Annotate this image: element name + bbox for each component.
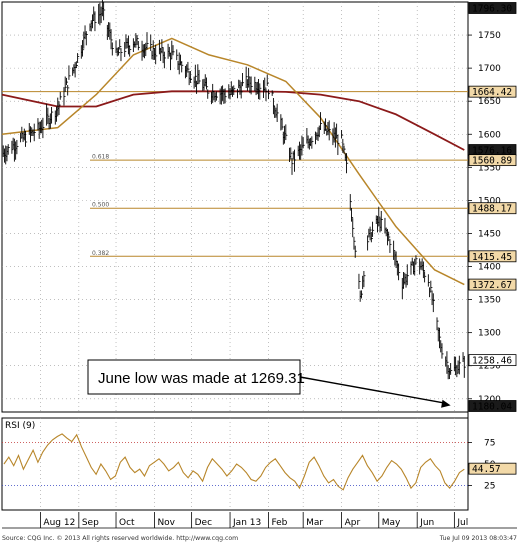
price-tag: 1415.45 [472, 252, 512, 263]
x-tick-label: Oct [119, 518, 135, 528]
rsi-panel-frame [1, 417, 469, 511]
annotation-arrow-line [299, 376, 447, 405]
y-tick-label: 1400 [478, 263, 501, 273]
x-tick-label: May [382, 518, 401, 528]
y-tick-label: 1300 [478, 329, 501, 339]
x-tick-label: Dec [195, 518, 212, 528]
x-tick-label: Aug 12 [43, 518, 75, 528]
price-bars [2, 0, 466, 380]
annotation-box [87, 359, 301, 395]
y-tick-label: 1200 [478, 395, 501, 405]
level-label: 0.500 [92, 202, 109, 209]
rsi-tick-label: 25 [484, 482, 495, 492]
y-tick-label: 1500 [478, 196, 501, 206]
price-tag: 1180.04 [472, 402, 512, 413]
x-tick-label: Feb [271, 518, 287, 528]
x-tick-label: Sep [82, 518, 99, 528]
price-tag-box [468, 85, 517, 98]
x-tick-label: Apr [345, 518, 361, 528]
rsi-label: RSI (9) [5, 421, 35, 431]
level-label: 0.618 [92, 154, 109, 161]
price-tag: 1560.89 [472, 156, 512, 167]
x-tick-label: Mar [306, 518, 323, 528]
long-moving-average-line [1, 90, 465, 151]
level-label: 0.382 [92, 250, 109, 257]
x-tick-label: Jan 13 [232, 518, 261, 528]
y-tick-label: 1600 [478, 130, 501, 140]
price-tag-box [468, 278, 517, 291]
price-tag: 1576.16 [472, 146, 512, 157]
y-tick-label: 1250 [478, 362, 501, 372]
annotation-arrow-head [441, 399, 451, 408]
price-tag: 1664.42 [472, 87, 512, 98]
annotation-text: June low was made at 1269.31 [98, 370, 305, 387]
price-tag-box [468, 354, 517, 367]
rsi-label-bg [3, 419, 37, 430]
rsi-value-tag-box [468, 462, 517, 475]
price-tag-box [468, 400, 517, 412]
y-tick-label: 1650 [478, 97, 501, 107]
price-tag: 1488.17 [472, 204, 512, 215]
rsi-line [3, 433, 465, 491]
price-tag: 1372.67 [472, 280, 512, 291]
price-tag-box [468, 154, 517, 167]
footer-timestamp: Tue Jul 09 2013 08:03:47 [439, 535, 517, 542]
main-panel-frame [1, 1, 469, 413]
price-tag: 1796.30 [472, 4, 512, 15]
price-tag-box [468, 2, 517, 14]
short-moving-average-line [1, 37, 465, 286]
price-tag: 1258.46 [472, 356, 512, 367]
y-tick-label: 1750 [478, 31, 501, 41]
y-tick-label: 1550 [478, 163, 501, 173]
footer-source: Source: CQG Inc. © 2013 All rights reser… [2, 534, 238, 542]
rsi-value-tag: 44.57 [472, 464, 501, 475]
y-tick-label: 1350 [478, 296, 501, 306]
x-tick-label: Jul [456, 518, 468, 528]
rsi-tick-label: 75 [484, 439, 495, 449]
price-tag-box [468, 250, 517, 263]
y-tick-label: 1700 [478, 64, 501, 74]
y-tick-label: 1450 [478, 229, 501, 239]
x-tick-label: Jun [419, 518, 434, 528]
price-tag-box [468, 202, 517, 215]
x-tick-label: Nov [157, 518, 175, 528]
